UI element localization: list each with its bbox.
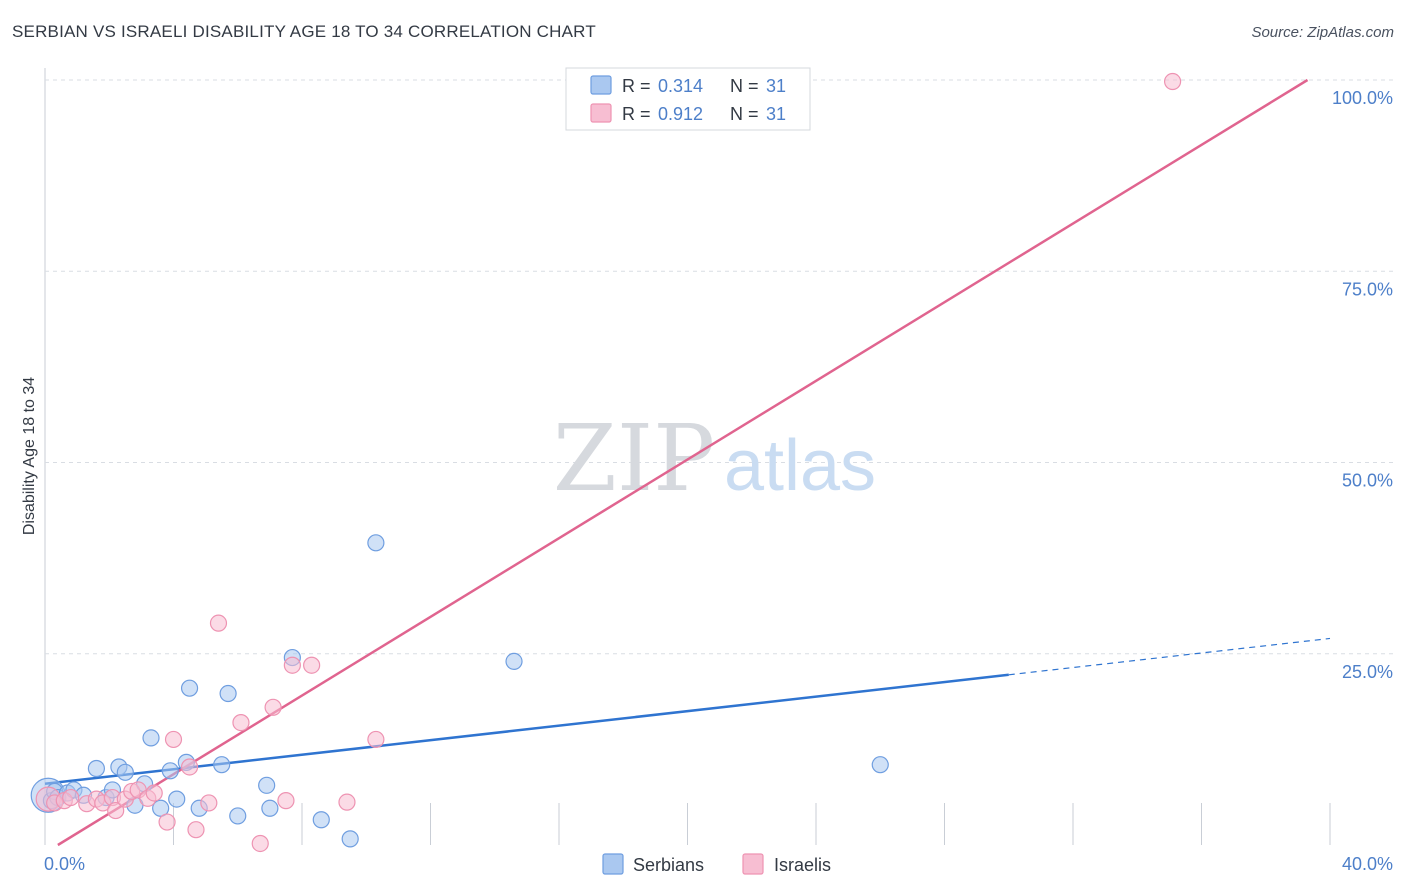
serbian-point <box>341 830 359 848</box>
legend-label-israelis: Israelis <box>774 855 831 875</box>
israeli-point <box>367 730 385 749</box>
y-tick-label: 50.0% <box>1342 471 1393 491</box>
serbian-point <box>161 762 179 780</box>
serbian-point <box>367 534 385 552</box>
legend-r-value-serbians: 0.314 <box>658 76 703 96</box>
legend-r-value-israelis: 0.912 <box>658 104 703 124</box>
israeli-point <box>158 813 176 831</box>
legend-n-value-israelis: 31 <box>766 104 786 124</box>
x-tick-label-min: 0.0% <box>44 854 85 874</box>
y-tick-label: 25.0% <box>1342 662 1393 682</box>
israeli-point <box>180 758 199 776</box>
legend-r-label-israelis: R = <box>622 104 656 124</box>
serbian-trend-line <box>44 673 1009 786</box>
correlation-legend: R = 0.314 N = 31 R = 0.912 N = 31 <box>565 67 811 131</box>
serbian-point <box>229 807 247 825</box>
serbian-point <box>180 679 199 697</box>
legend-n-label-serbians: N = <box>730 76 764 96</box>
series-legend: Serbians Israelis <box>602 853 831 875</box>
data-points <box>30 72 1182 853</box>
watermark-atlas: atlas <box>724 426 876 506</box>
israeli-point <box>62 788 80 807</box>
source-label: Source: ZipAtlas.com <box>1251 24 1394 41</box>
israeli-point <box>209 614 228 632</box>
x-axis-ticks <box>44 803 1331 845</box>
legend-swatch-serbians-bottom <box>602 853 624 875</box>
serbian-point <box>152 799 170 817</box>
serbian-point <box>116 763 134 781</box>
legend-r-label-serbians: R = <box>622 76 656 96</box>
serbian-point <box>87 759 106 778</box>
israeli-trend-line <box>57 78 1309 847</box>
y-tick-labels: 25.0% 50.0% 75.0% 100.0% <box>1332 88 1393 682</box>
israeli-point <box>187 821 205 839</box>
serbian-point <box>213 756 231 774</box>
serbian-point <box>258 776 276 794</box>
legend-label-serbians: Serbians <box>633 855 704 875</box>
serbian-point <box>312 811 330 829</box>
serbian-point <box>142 729 160 747</box>
chart-title: SERBIAN VS ISRAELI DISABILITY AGE 18 TO … <box>12 22 596 41</box>
israeli-point <box>200 794 218 812</box>
y-tick-label: 75.0% <box>1342 279 1393 299</box>
israeli-point <box>145 784 163 802</box>
legend-swatch-serbians <box>590 75 612 95</box>
legend-swatch-israelis <box>590 103 612 123</box>
israeli-point <box>1163 72 1182 91</box>
serbian-point <box>261 799 279 817</box>
serbian-point <box>505 652 523 671</box>
serbian-point <box>168 790 186 808</box>
israeli-point <box>232 713 250 732</box>
legend-swatch-israelis-bottom <box>742 853 764 875</box>
israeli-point <box>303 656 321 674</box>
israeli-point <box>251 834 269 853</box>
israeli-point <box>277 792 295 810</box>
serbian-point <box>219 684 237 703</box>
legend-n-value-serbians: 31 <box>766 76 786 96</box>
serbian-point <box>871 756 889 774</box>
israeli-point <box>107 801 125 820</box>
x-tick-labels: 0.0% 40.0% <box>44 854 1393 874</box>
israeli-point <box>264 698 282 716</box>
israeli-point <box>283 656 301 674</box>
legend-n-label-israelis: N = <box>730 104 764 124</box>
trend-lines <box>44 78 1331 847</box>
israeli-point <box>164 730 183 749</box>
israeli-point <box>338 793 356 811</box>
y-tick-label: 100.0% <box>1332 88 1393 108</box>
x-tick-label-max: 40.0% <box>1342 854 1393 874</box>
serbian-trend-extension <box>1008 637 1331 676</box>
